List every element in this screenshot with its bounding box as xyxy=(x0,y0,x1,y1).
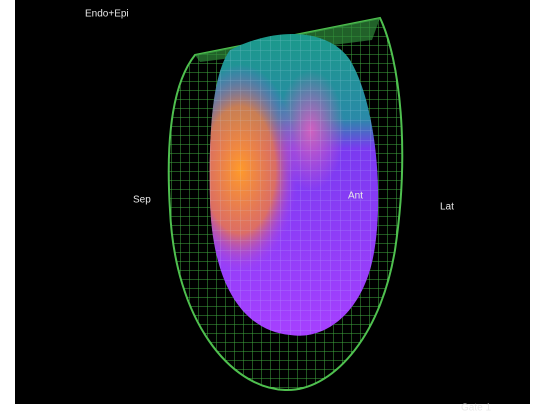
anterior-label: Ant xyxy=(348,191,363,202)
endocardium-surface xyxy=(210,34,379,336)
viewer: Endo+Epi Sep Ant Lat Gate 1 xyxy=(0,0,545,414)
septal-label: Sep xyxy=(133,195,151,206)
view-mode-label: Endo+Epi xyxy=(85,9,129,20)
render-view: Endo+Epi Sep Ant Lat Gate 1 xyxy=(0,0,545,414)
lateral-label: Lat xyxy=(440,202,454,213)
gate-label: Gate 1 xyxy=(461,403,491,414)
